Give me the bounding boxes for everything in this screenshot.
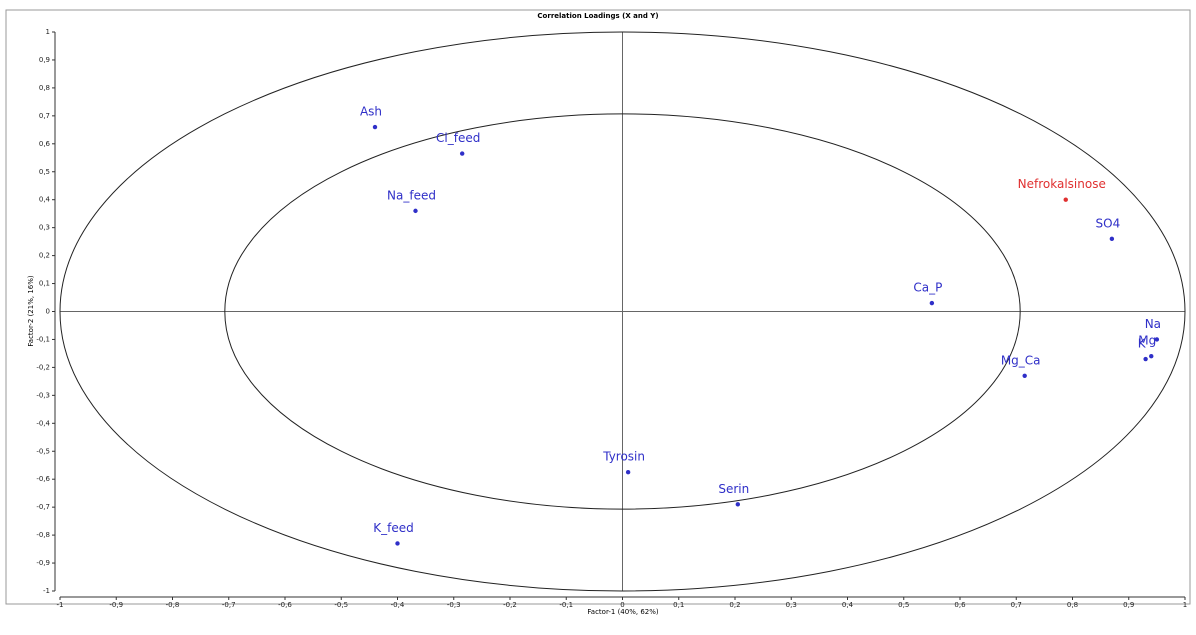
y-tick-label: 0,1	[39, 280, 50, 288]
y-tick-label: -0,3	[36, 391, 50, 399]
point-label: Serin	[718, 482, 749, 496]
point	[625, 470, 631, 475]
point	[1143, 356, 1148, 362]
x-tick-label: 0,1	[673, 601, 684, 609]
x-tick-label: -0,3	[447, 601, 461, 609]
point-label: Mg	[1138, 334, 1156, 348]
reference-circle	[224, 113, 1021, 510]
point-label: Na	[1145, 317, 1161, 331]
x-tick-label: -0,9	[109, 601, 123, 609]
x-tick-label: -0,4	[391, 601, 405, 609]
y-tick-label: 0,6	[39, 140, 51, 148]
reference-circle	[59, 31, 1186, 592]
y-tick-label: -0,9	[36, 559, 50, 567]
x-tick-label: -0,2	[503, 601, 517, 609]
y-tick-label: 0,2	[39, 252, 50, 260]
x-tick-label: 0,3	[786, 601, 797, 609]
frame	[5, 9, 1191, 605]
point	[1154, 337, 1160, 342]
x-tick-label: -0,6	[278, 601, 292, 609]
y-tick-label: -1	[43, 587, 50, 595]
x-tick-label: -0,8	[166, 601, 180, 609]
point-label: K_feed	[373, 521, 413, 535]
point-label: Cl_feed	[436, 131, 480, 145]
point-label: Ash	[360, 105, 382, 119]
x-tick-label: 0,4	[842, 601, 854, 609]
x-tick-label: -1	[57, 601, 64, 609]
point	[395, 541, 400, 546]
y-tick-label: -0,5	[36, 447, 50, 455]
y-tick-label: -0,6	[36, 475, 50, 483]
x-tick-label: 0,8	[1067, 601, 1078, 609]
point-label: Na_feed	[387, 188, 436, 202]
point	[1063, 197, 1068, 202]
x-tick-label: 0,5	[898, 601, 909, 609]
point	[413, 208, 418, 214]
x-tick-label: 0,9	[1123, 601, 1134, 609]
y-tick-label: -0,8	[36, 531, 50, 539]
point	[459, 151, 465, 156]
y-tick-label: -0,2	[36, 363, 50, 371]
point-label: Ca_P	[913, 281, 942, 295]
x-axis-label: Factor-1 (40%, 62%)	[587, 608, 658, 616]
y-tick-label: 0,4	[39, 196, 51, 204]
y-tick-label: -0,1	[36, 335, 50, 343]
y-tick-label: 1	[46, 28, 50, 36]
y-tick-label: 0,3	[39, 224, 50, 232]
x-tick-label: -0,5	[334, 601, 348, 609]
x-tick-label: -0,7	[222, 601, 236, 609]
point-label: SO4	[1096, 216, 1121, 230]
x-tick-label: -0,1	[559, 601, 573, 609]
y-tick-label: 0,5	[39, 168, 50, 176]
x-tick-label: 0,6	[954, 601, 966, 609]
y-tick-label: 0,9	[39, 56, 50, 64]
point	[1022, 373, 1027, 378]
point	[735, 502, 741, 507]
x-tick-label: 0,2	[729, 601, 740, 609]
point	[1109, 236, 1115, 242]
y-tick-label: 0,7	[39, 112, 50, 120]
x-tick-label: 0,7	[1011, 601, 1022, 609]
y-axis-label: Factor-2 (21%, 16%)	[27, 275, 35, 346]
point-label: Tyrosin	[602, 450, 645, 464]
chart-title: Correlation Loadings (X and Y)	[537, 12, 658, 20]
point	[929, 300, 935, 306]
y-tick-label: 0,8	[39, 84, 50, 92]
point	[372, 124, 378, 130]
x-tick-label: 1	[1183, 601, 1187, 609]
y-tick-label: 0	[46, 308, 50, 316]
point-label: Mg_Ca	[1001, 353, 1041, 367]
y-tick-label: -0,7	[36, 503, 50, 511]
point-label: Nefrokalsinose	[1018, 177, 1106, 191]
point	[1149, 354, 1154, 359]
y-tick-label: -0,4	[36, 419, 50, 427]
x-tick-label: 0	[620, 601, 624, 609]
point-label: K	[1138, 337, 1147, 351]
